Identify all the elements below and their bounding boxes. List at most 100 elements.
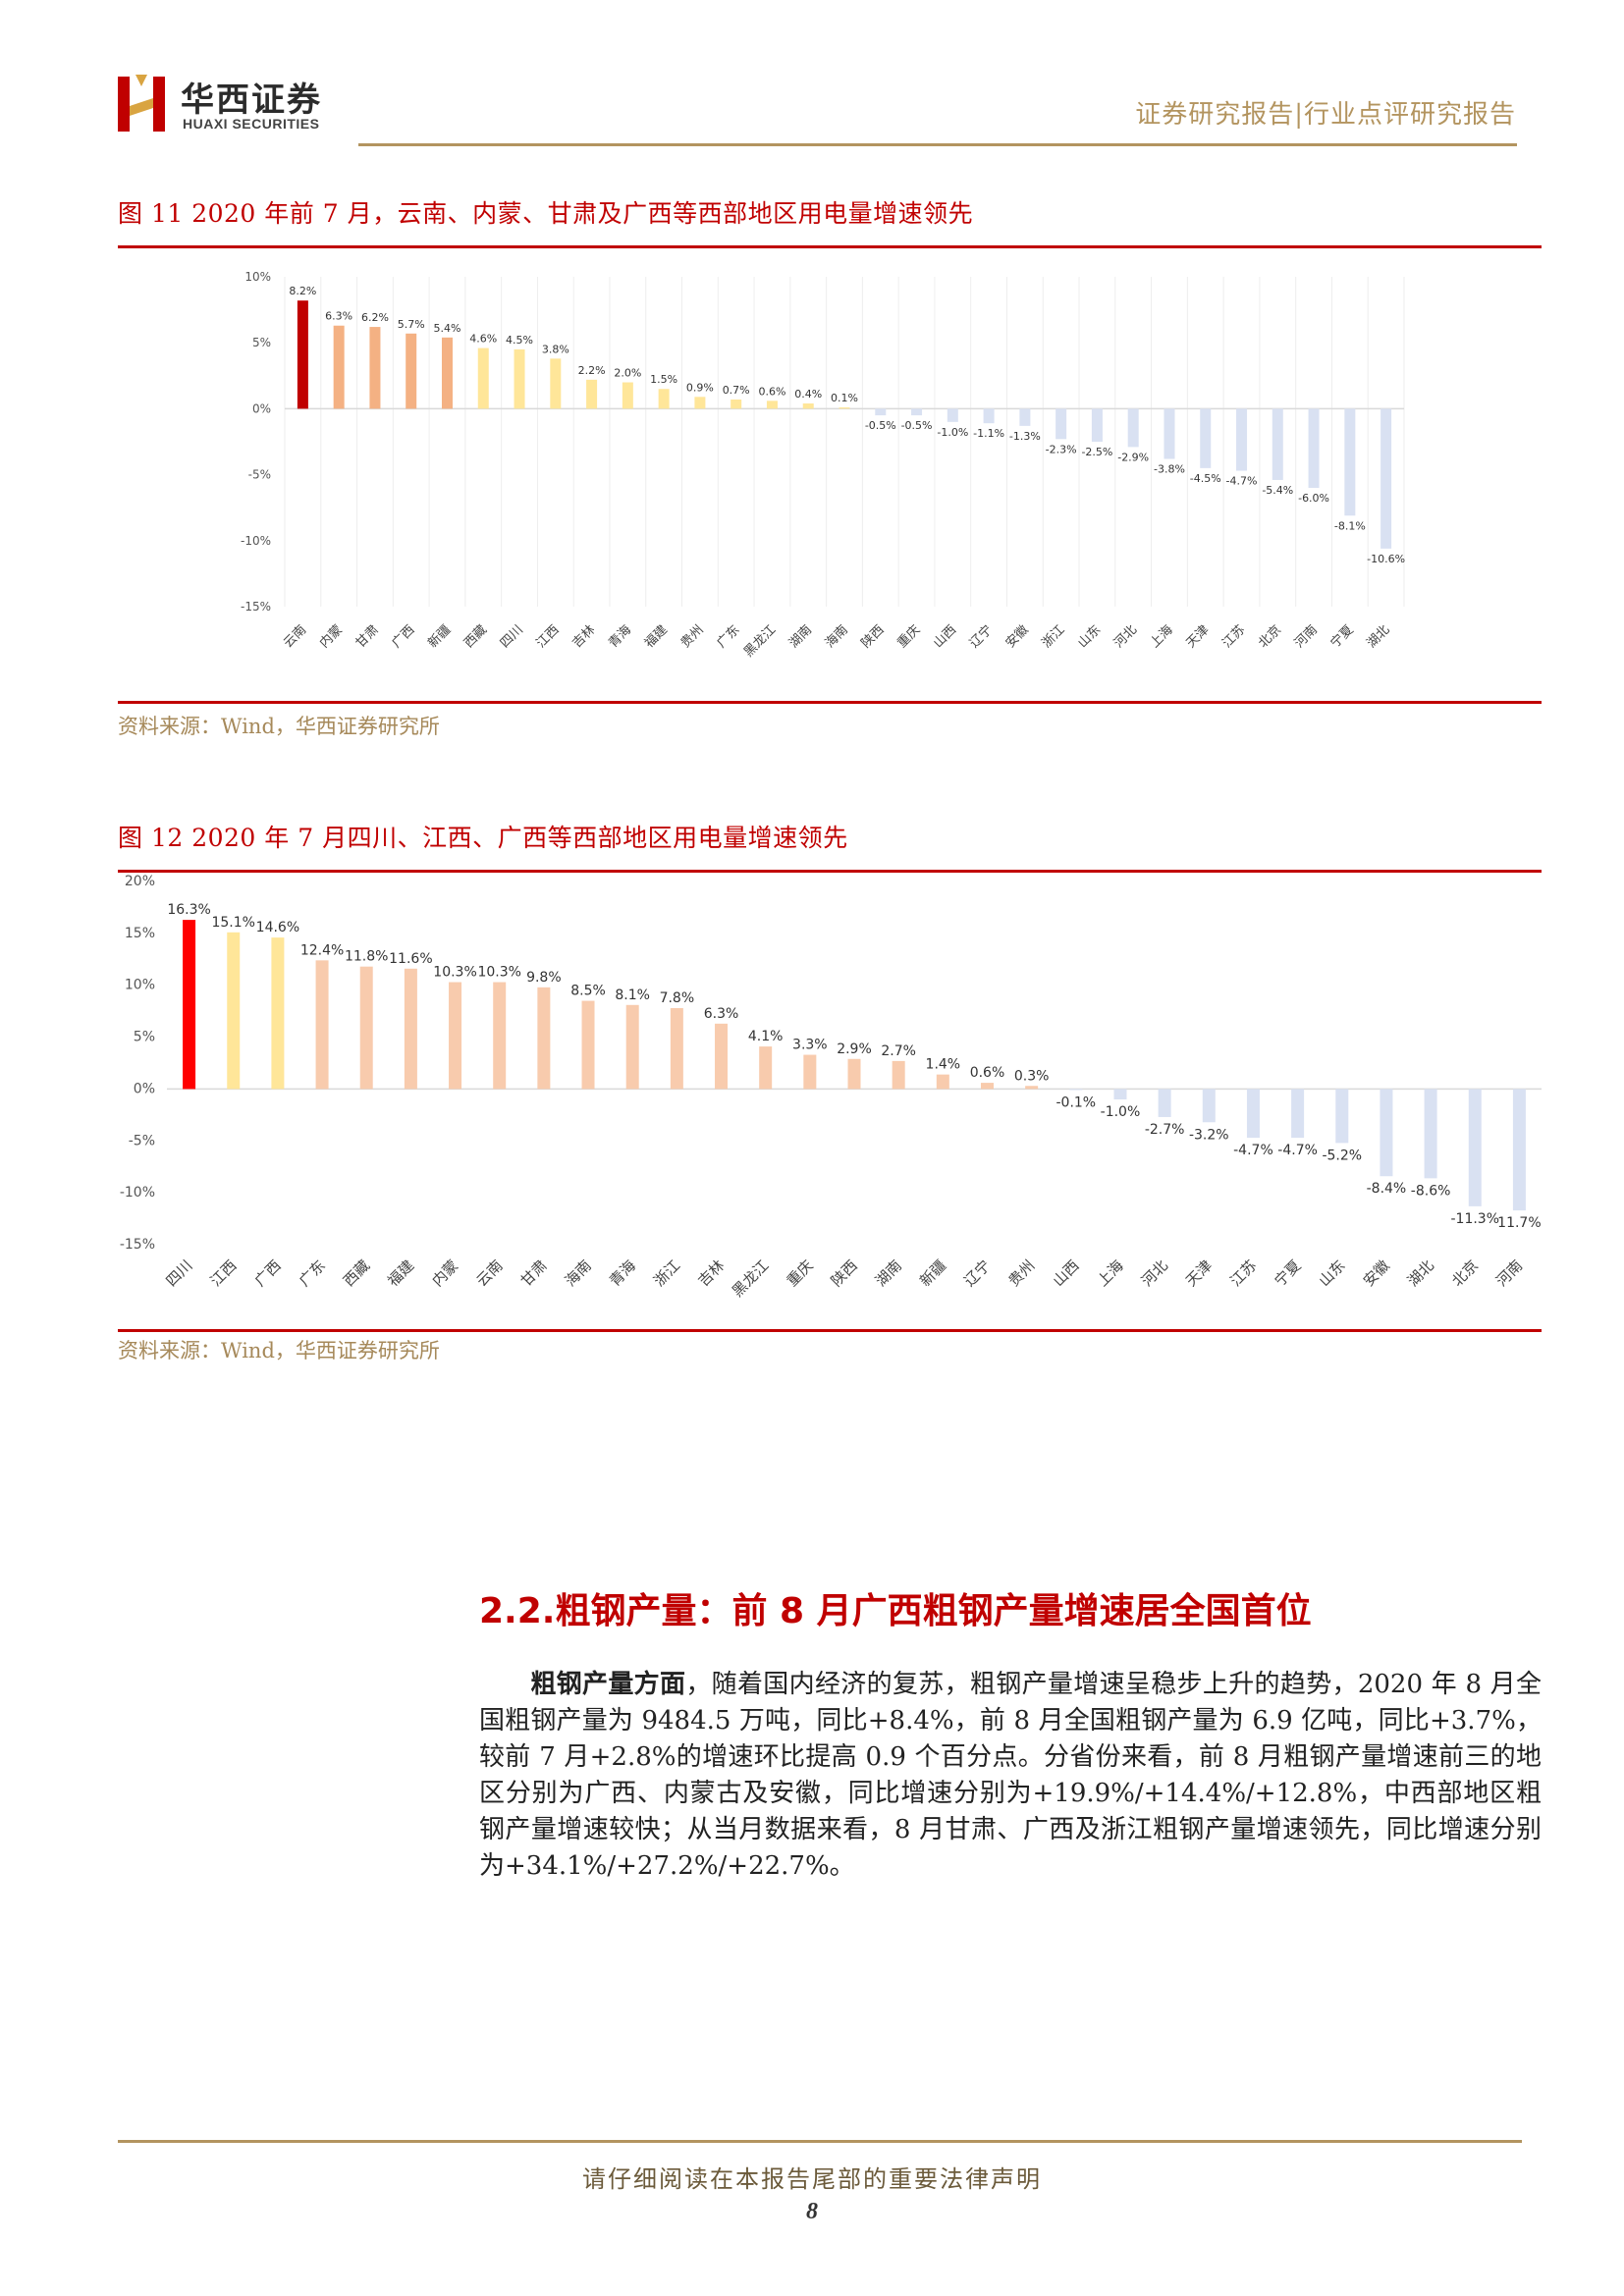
category-label: 河南 <box>1492 1256 1526 1290</box>
bar <box>449 982 462 1090</box>
bar <box>1056 408 1067 440</box>
category-label: 浙江 <box>650 1256 683 1290</box>
data-label: -1.3% <box>1009 430 1041 443</box>
category-label: 海南 <box>822 622 851 652</box>
y-tick-label: -5% <box>129 1133 155 1148</box>
category-label: 贵州 <box>1005 1256 1039 1290</box>
data-label: -2.5% <box>1081 446 1112 458</box>
huaxi-logo-icon <box>118 75 165 132</box>
category-label: 北京 <box>1256 622 1284 651</box>
page-number: 8 <box>806 2199 818 2224</box>
y-tick-label: 20% <box>125 874 155 889</box>
category-label: 北京 <box>1448 1256 1482 1290</box>
bar <box>715 1023 729 1090</box>
footer-divider <box>118 2140 1522 2143</box>
data-label: 0.3% <box>1014 1068 1050 1084</box>
category-label: 青海 <box>606 1256 639 1290</box>
figure-12-title: 图 12 2020 年 7 月四川、江西、广西等西部地区用电量增速领先 <box>118 824 848 852</box>
data-label: -4.5% <box>1190 472 1221 485</box>
data-label: 3.8% <box>542 343 569 355</box>
category-label: 河南 <box>1291 622 1321 652</box>
bar <box>406 333 417 409</box>
bar <box>947 408 958 422</box>
bar <box>333 325 345 409</box>
figure-11-source: 资料来源：Wind，华西证券研究所 <box>118 715 440 738</box>
data-label: 2.0% <box>614 367 641 380</box>
figure-11-bar-chart: 10% 5% 0% -5% -10% -15% 8.2% 云南 6.3% 内蒙 6.2% 甘肃 5.7%… <box>241 270 1405 660</box>
data-label: -2.7% <box>1145 1122 1185 1138</box>
bar <box>731 399 742 409</box>
bar <box>892 1060 905 1090</box>
bar <box>1308 408 1320 489</box>
category-label: 内蒙 <box>428 1256 461 1290</box>
bar <box>227 932 241 1090</box>
category-label: 四川 <box>162 1256 195 1290</box>
category-label: 山东 <box>1316 1256 1349 1290</box>
bar <box>271 937 285 1090</box>
data-label: 11.8% <box>345 949 388 965</box>
data-label: 6.2% <box>361 311 389 324</box>
category-label: 四川 <box>498 622 526 651</box>
y-tick-label: 0% <box>134 1081 155 1096</box>
category-label: 内蒙 <box>316 622 346 652</box>
y-tick-label: 5% <box>252 336 271 349</box>
y-tick-label: -15% <box>241 600 271 614</box>
y-tick-label: 5% <box>134 1030 155 1045</box>
category-label: 江苏 <box>1226 1256 1260 1290</box>
category-label: 云南 <box>473 1256 507 1290</box>
bar <box>441 337 453 409</box>
data-label: 0.6% <box>758 385 785 398</box>
data-label: 14.6% <box>256 920 299 935</box>
bar <box>1127 408 1139 448</box>
data-label: 4.5% <box>506 334 533 347</box>
category-label: 西藏 <box>461 622 490 651</box>
bar <box>980 1083 994 1090</box>
y-tick-label: -5% <box>248 468 271 482</box>
data-label: 9.8% <box>526 970 562 986</box>
logo-chinese-name: 华西证券 <box>181 80 322 120</box>
category-label: 湖北 <box>1364 622 1392 651</box>
category-label: 陕西 <box>828 1256 861 1290</box>
data-label: -1.0% <box>1101 1104 1141 1120</box>
category-label: 广东 <box>296 1256 329 1290</box>
data-label: 0.4% <box>794 388 822 400</box>
data-label: 1.4% <box>926 1057 961 1073</box>
bar <box>404 968 417 1090</box>
data-label: -10.6% <box>1367 553 1405 565</box>
bar <box>670 1007 683 1090</box>
bar <box>315 960 329 1090</box>
data-label: -8.6% <box>1411 1183 1451 1199</box>
bar <box>1164 408 1175 459</box>
bar <box>658 389 670 409</box>
data-label: 6.3% <box>325 310 352 323</box>
data-label: -0.5% <box>901 419 933 432</box>
category-label: 贵州 <box>678 622 707 651</box>
category-label: 山东 <box>1075 622 1104 651</box>
bar <box>802 403 814 409</box>
bar <box>622 382 633 409</box>
figure-12-top-rule <box>118 870 1542 873</box>
data-label: 8.5% <box>570 984 606 999</box>
figure-12-bottom-rule <box>118 1329 1542 1332</box>
category-label: 重庆 <box>784 1256 817 1290</box>
figure-12-bar-chart: 20% 15% 10% 5% 0% -5% -10% -15% 16.3% 四川 15.1% 江西 14… <box>120 874 1542 1301</box>
data-label: 8.2% <box>289 285 316 297</box>
figure-11-title: 图 11 2020 年前 7 月，云南、内蒙、甘肃及广西等西部地区用电量增速领先 <box>118 199 974 228</box>
category-label: 福建 <box>384 1256 417 1290</box>
data-label: -6.0% <box>1298 492 1329 505</box>
data-label: -8.4% <box>1367 1181 1407 1197</box>
bar <box>581 1000 595 1090</box>
category-label: 吉林 <box>569 622 598 651</box>
bar <box>1158 1089 1171 1117</box>
bar <box>550 358 562 409</box>
bar <box>1380 1089 1393 1177</box>
section-heading: 2.2.粗钢产量：前 8 月广西粗钢产量增速居全国首位 <box>479 1591 1312 1631</box>
data-label: 16.3% <box>167 902 210 918</box>
bar <box>1246 1089 1260 1139</box>
bar <box>759 1046 773 1090</box>
bar <box>1424 1089 1437 1179</box>
category-label: 青海 <box>606 622 634 651</box>
category-label: 江西 <box>207 1256 241 1290</box>
header-divider <box>358 143 1517 146</box>
data-label: 4.1% <box>748 1029 784 1044</box>
